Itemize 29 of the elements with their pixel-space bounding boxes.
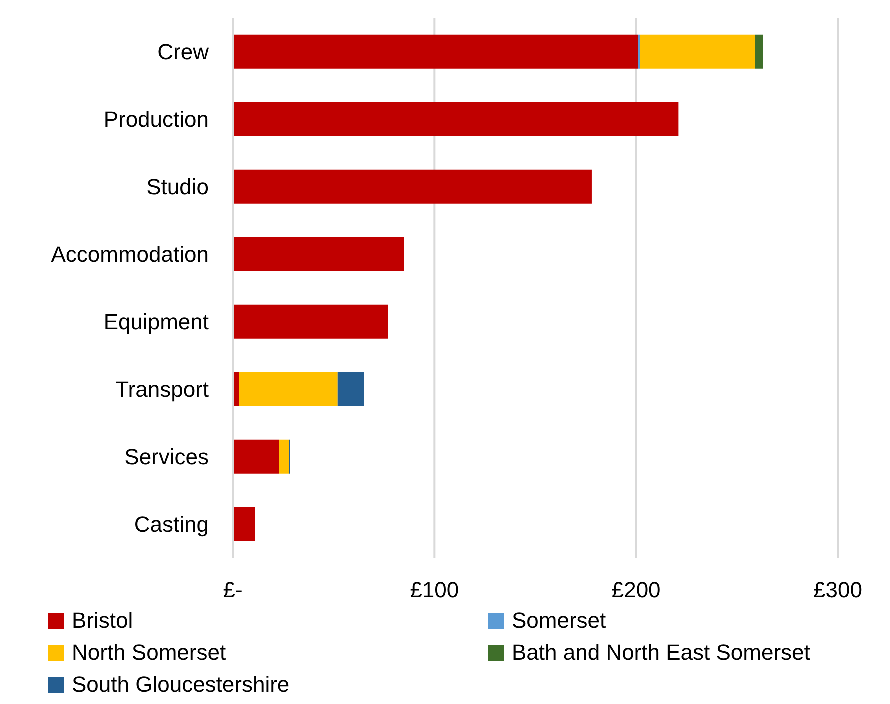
y-tick-label: Casting [134,512,209,538]
bar [338,372,364,406]
x-tick-label: £- [223,578,243,603]
y-tick-label: Transport [116,377,209,402]
bar [233,237,404,272]
bar [233,507,256,542]
legend-label: North Somerset [72,640,226,666]
legend-label: Bristol [72,608,134,634]
y-tick-label: Equipment [104,310,209,335]
bar [233,304,388,339]
bar [233,34,638,69]
y-tick-label: Crew [158,40,210,65]
y-tick-label: Services [124,444,209,470]
y-tick-label: Studio [146,174,209,200]
x-tick-label: £100 [410,578,460,603]
bar [233,440,280,474]
bar [233,170,592,204]
legend-label: Somerset [512,608,606,634]
x-tick-label: £200 [612,578,661,603]
y-tick-label: Production [104,107,209,132]
x-tick-label: £300 [814,578,862,603]
bar [755,34,764,69]
y-tick-label: Accommodation [51,242,209,268]
bar [640,34,756,69]
bar [279,440,290,474]
legend-label: Bath and North East Somerset [512,640,810,666]
bar [233,102,679,136]
bar [239,372,338,406]
legend-label: South Gloucestershire [72,672,290,698]
